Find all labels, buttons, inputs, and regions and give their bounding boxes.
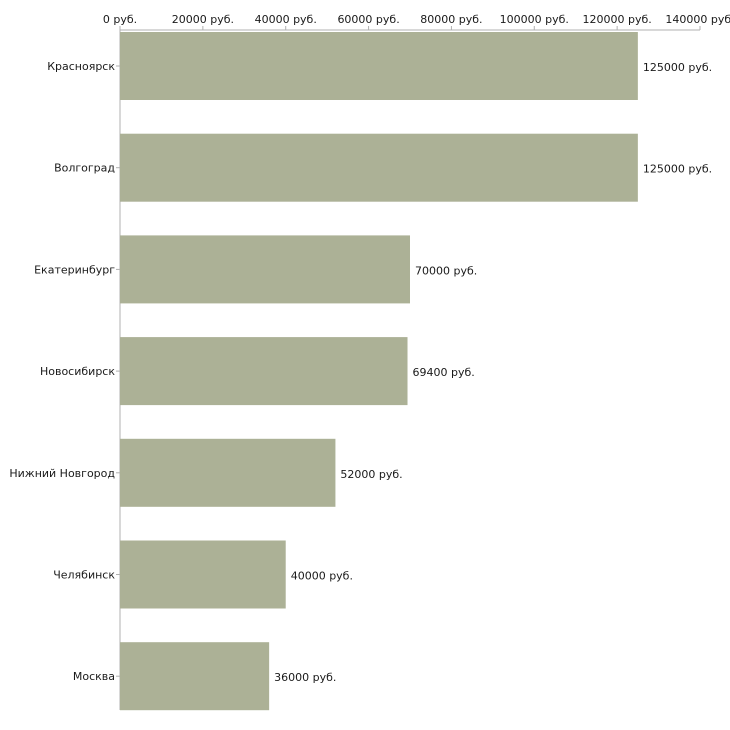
category-label: Екатеринбург — [34, 263, 115, 276]
bars — [120, 32, 638, 711]
category-labels: Красноярск Волгоград Екатеринбург Новосибир… — [9, 60, 115, 683]
category-label: Москва — [73, 670, 115, 683]
bar — [120, 540, 286, 609]
category-label: Красноярск — [47, 60, 115, 73]
bar — [120, 32, 638, 100]
y-axis — [116, 30, 121, 710]
value-label: 70000 руб. — [415, 264, 477, 277]
value-label: 36000 руб. — [274, 671, 336, 684]
x-tick-label: 20000 руб. — [172, 13, 234, 26]
bar — [120, 438, 336, 507]
bar — [120, 337, 408, 406]
value-label: 69400 руб. — [413, 366, 475, 379]
value-label: 40000 руб. — [291, 570, 353, 583]
value-labels: 125000 руб. 125000 руб. 70000 руб. 69400 ру… — [274, 61, 712, 684]
category-label: Новосибирск — [40, 365, 115, 378]
value-label: 52000 руб. — [340, 468, 402, 481]
category-label: Волгоград — [54, 162, 115, 175]
x-tick-label: 80000 руб. — [420, 13, 482, 26]
value-label: 125000 руб. — [643, 61, 712, 74]
x-tick-label: 40000 руб. — [255, 13, 317, 26]
x-axis: 0 руб. 20000 руб. 40000 руб. 60000 руб. 8000… — [103, 13, 730, 31]
bar — [120, 642, 270, 711]
value-label: 125000 руб. — [643, 163, 712, 176]
x-tick-label: 120000 руб. — [583, 13, 652, 26]
x-tick-label: 100000 руб. — [500, 13, 569, 26]
bar — [120, 133, 638, 202]
category-label: Нижний Новгород — [9, 467, 115, 480]
bar — [120, 235, 410, 304]
x-tick-label: 60000 руб. — [337, 13, 399, 26]
category-label: Челябинск — [53, 569, 115, 582]
x-tick-label: 0 руб. — [103, 13, 137, 26]
x-tick-label: 140000 руб. — [665, 13, 730, 26]
